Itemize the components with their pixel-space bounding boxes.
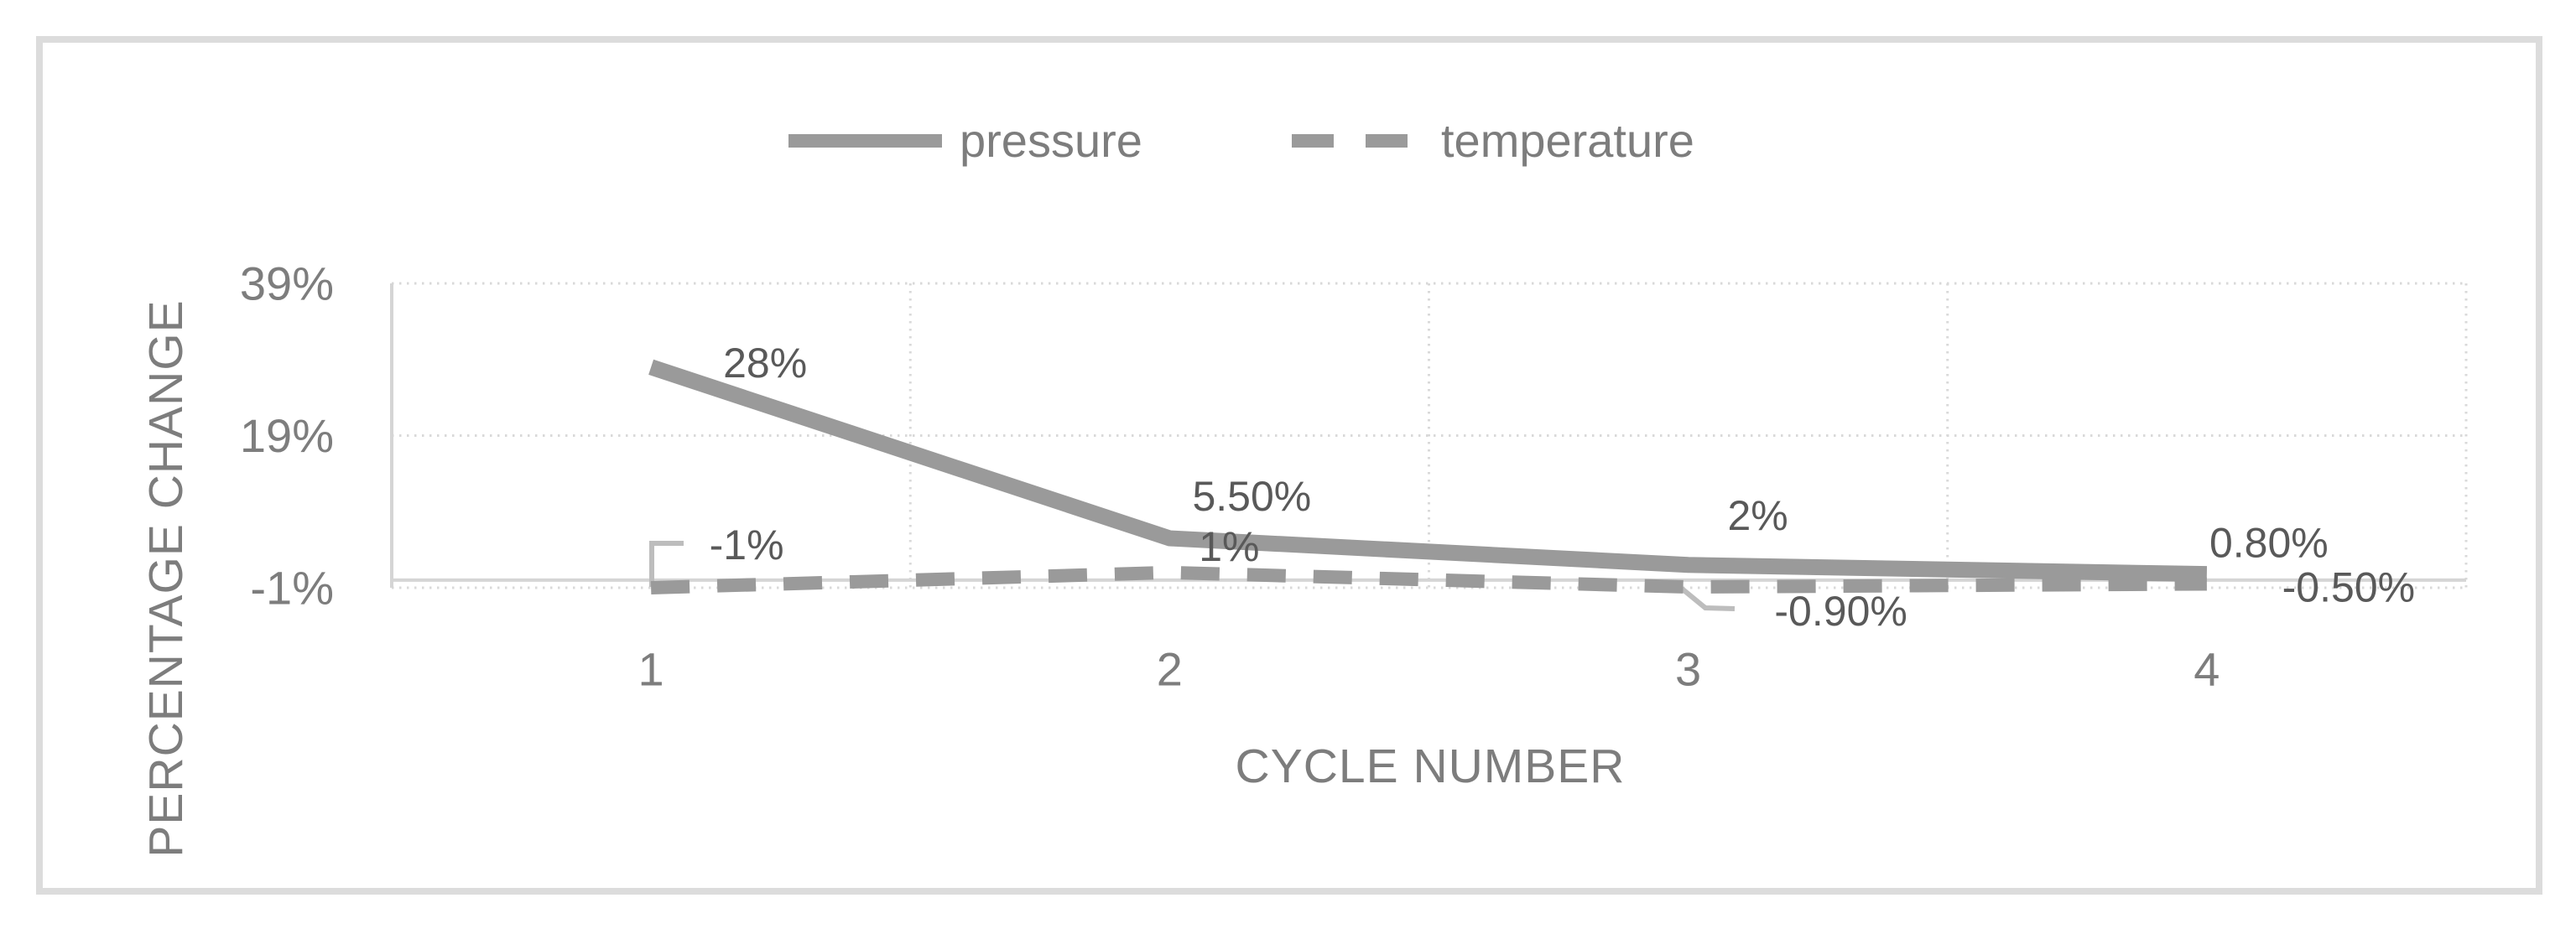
- pressure-data-label: 5.50%: [1192, 473, 1311, 520]
- label-leader-line: [649, 541, 684, 587]
- x-tick-label: 3: [1675, 643, 1701, 696]
- x-tick-label: 2: [1157, 643, 1183, 696]
- temperature-dashed-line-swatch: [1292, 134, 1408, 148]
- x-tick-label: 4: [2194, 643, 2220, 696]
- legend: pressure temperature: [0, 116, 2576, 169]
- legend-label-temperature: temperature: [1441, 114, 1694, 167]
- pressure-series-line[interactable]: [648, 359, 2208, 583]
- pressure-data-label: 28%: [723, 340, 807, 387]
- y-tick-label: -1%: [250, 562, 334, 615]
- legend-item-temperature[interactable]: temperature: [1292, 116, 1694, 166]
- y-tick-label: 19%: [240, 409, 334, 462]
- x-tick-label: 1: [638, 643, 664, 696]
- chart-outer-border: [36, 36, 2542, 895]
- temperature-series-line[interactable]: [650, 565, 2207, 594]
- pressure-data-label: 0.80%: [2209, 520, 2329, 567]
- temperature-data-label: 1%: [1199, 523, 1259, 570]
- y-tick-label: 39%: [240, 257, 334, 310]
- y-axis-title: PERCENTAGE CHANGE: [139, 299, 193, 858]
- pressure-data-label: 2%: [1727, 492, 1788, 539]
- pressure-solid-line-swatch: [788, 134, 942, 148]
- legend-label-pressure: pressure: [960, 114, 1142, 167]
- x-axis-title: CYCLE NUMBER: [1235, 740, 1626, 793]
- temperature-data-label: -1%: [710, 522, 784, 568]
- temperature-data-label: -0.90%: [1774, 588, 1907, 635]
- legend-item-pressure[interactable]: pressure: [788, 116, 1142, 166]
- temperature-data-label: -0.50%: [2282, 563, 2415, 610]
- label-leader-line: [1680, 586, 1736, 611]
